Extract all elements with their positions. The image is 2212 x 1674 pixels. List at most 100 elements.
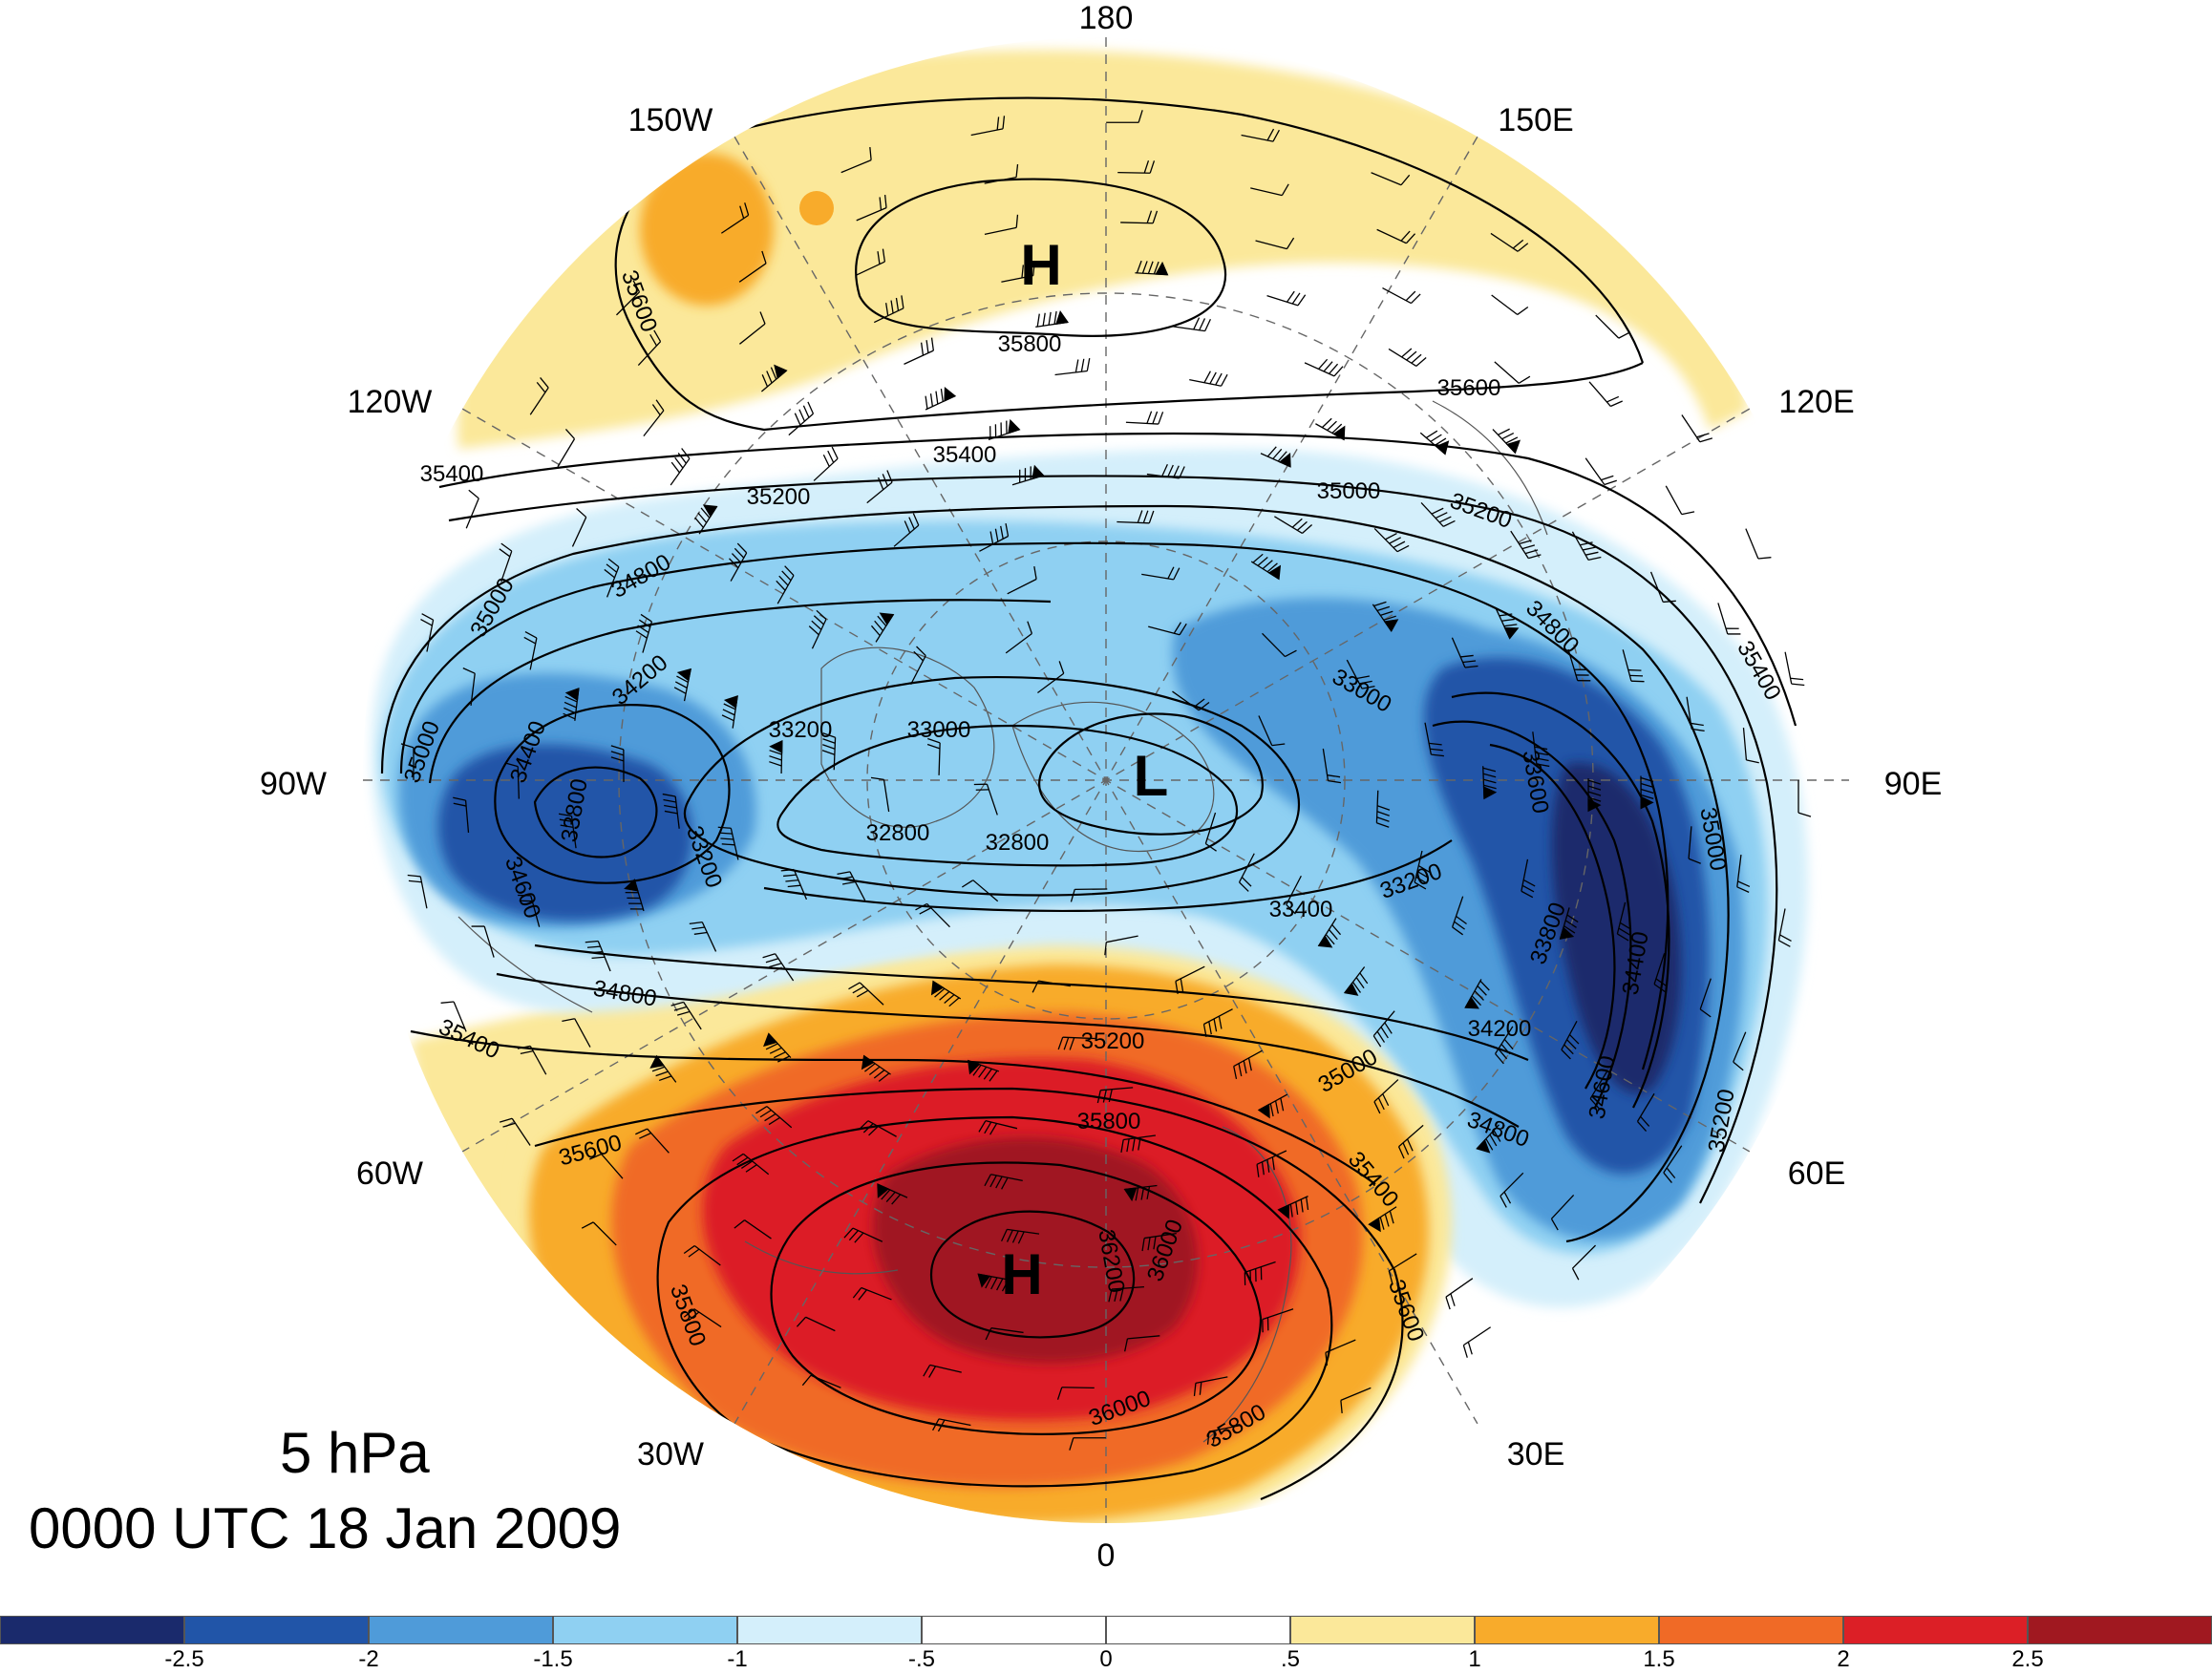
wind-barb <box>1315 417 1346 441</box>
wind-barb <box>1686 696 1705 732</box>
wind-barb <box>1125 411 1164 425</box>
wind-barb <box>440 1001 467 1032</box>
contour-label: 35200 <box>747 484 811 510</box>
wind-barb <box>683 1245 721 1266</box>
wind-barb <box>973 783 998 816</box>
wind-barb <box>1069 1437 1106 1451</box>
wind-barb <box>1368 1206 1397 1233</box>
wind-barb <box>739 311 766 345</box>
wind-barb <box>755 1106 793 1129</box>
wind-barb <box>1304 358 1344 377</box>
anomaly-shading <box>363 37 1849 1523</box>
wind-barb <box>1255 237 1295 250</box>
positive-band-pacific <box>457 50 1749 449</box>
wind-barb <box>1622 649 1645 683</box>
wind-barb <box>610 745 625 782</box>
wind-barb <box>1452 896 1467 936</box>
wind-barb <box>589 1153 624 1179</box>
wind-barb <box>585 940 611 972</box>
wind-barb <box>1189 371 1228 387</box>
wind-barb <box>1424 722 1444 757</box>
wind-barb <box>1797 780 1812 817</box>
wind-barb <box>843 1227 883 1243</box>
wind-barb <box>1736 854 1751 893</box>
contour-label: 33200 <box>769 717 833 743</box>
wind-barb <box>801 1374 841 1388</box>
wind-barb <box>1733 1031 1747 1071</box>
wind-barb <box>1172 690 1210 711</box>
wind-barb <box>1490 232 1529 252</box>
lon-label-180: 180 <box>1079 0 1134 36</box>
wind-barb <box>420 613 435 652</box>
wind-barb <box>1266 290 1307 307</box>
wind-barb <box>1567 648 1591 682</box>
colorbar-swatch <box>0 1616 184 1644</box>
wind-barb <box>1571 1244 1596 1281</box>
wind-barb <box>1419 430 1450 456</box>
lon-label-120e: 120E <box>1778 384 1854 420</box>
wind-barb <box>1001 263 1035 283</box>
contour-east-vortex-2 <box>1432 720 1632 1109</box>
lon-label-150e: 150E <box>1498 102 1573 138</box>
wind-barb <box>1663 1145 1683 1184</box>
wind-barb <box>499 542 513 583</box>
contour-33000 <box>776 724 1239 867</box>
wind-barb <box>529 376 549 415</box>
wind-barb <box>689 921 717 952</box>
wind-barb <box>1056 1387 1095 1400</box>
lon-label-90w: 90W <box>260 766 327 802</box>
wind-barb <box>848 982 884 1006</box>
wind-barb <box>1550 1195 1575 1231</box>
wind-barb <box>1141 1232 1177 1252</box>
colorbar-swatch <box>1659 1616 1843 1644</box>
contour-33200 <box>683 675 1301 897</box>
wind-barb <box>581 1221 617 1246</box>
wind-barb <box>1688 826 1701 864</box>
wind-barb <box>1777 908 1792 947</box>
lon-label-150w: 150W <box>628 102 713 138</box>
wind-barb <box>1117 510 1155 524</box>
wind-barb <box>821 732 837 771</box>
wind-barb <box>1070 888 1108 902</box>
wind-barb <box>877 1183 908 1205</box>
graticule <box>363 37 1849 1523</box>
wind-barb <box>1595 314 1631 339</box>
contour-35400-south <box>410 1029 1376 1185</box>
wind-barb <box>1005 621 1033 654</box>
colorbar-tick-label: 2.5 <box>2011 1646 2044 1672</box>
wind-barb <box>837 871 866 901</box>
wind-barb <box>453 796 470 834</box>
colorbar-swatch <box>184 1616 369 1644</box>
contour-34200-south <box>534 943 1529 1062</box>
wind-barb <box>1636 1092 1655 1132</box>
wind-barb <box>499 1117 531 1146</box>
wind-barb <box>873 295 904 324</box>
wind-barb <box>893 513 920 547</box>
wind-barb <box>970 116 1006 137</box>
negative-vortex-deepest <box>1551 762 1682 1094</box>
wind-barb <box>732 1153 770 1176</box>
coastlines <box>457 400 1548 1443</box>
wind-barb <box>517 1045 547 1075</box>
wind-barb <box>637 329 662 366</box>
wind-barb <box>813 446 839 481</box>
wind-barb <box>866 470 893 504</box>
wind-barb <box>1317 918 1342 948</box>
wind-barb <box>1373 528 1410 553</box>
wind-barb <box>1588 381 1623 408</box>
wind-barb <box>1388 348 1427 367</box>
contour-label: 35400 <box>933 442 997 468</box>
wind-barb <box>932 1418 971 1432</box>
contour-36200 <box>929 1210 1136 1339</box>
wind-barb <box>1146 463 1185 479</box>
pressure-centers: H L H <box>1001 233 1168 1306</box>
wind-barb <box>1665 485 1695 516</box>
wind-barb <box>915 902 950 928</box>
wind-barb <box>1057 1036 1095 1050</box>
wind-barb <box>855 248 886 277</box>
wind-barb <box>1032 980 1071 993</box>
pressure-level-label: 5 hPa <box>280 1421 430 1485</box>
wind-barb <box>734 1219 772 1240</box>
wind-barb <box>1482 766 1498 800</box>
contour-34200 <box>494 704 731 884</box>
